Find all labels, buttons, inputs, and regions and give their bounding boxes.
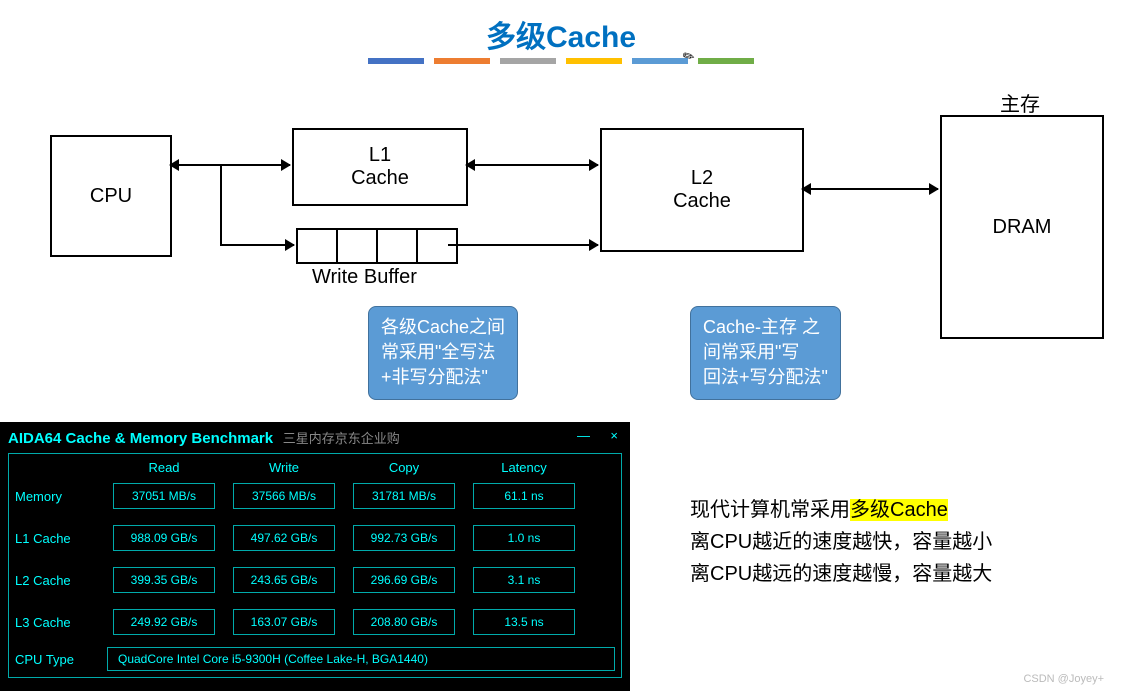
c1-l1: 各级Cache之间 <box>381 315 505 340</box>
callout-cache-levels: 各级Cache之间 常采用"全写法 +非写分配法" <box>368 306 518 400</box>
l2-line1: L2 <box>691 167 713 190</box>
note-line1: 现代计算机常采用多级Cache <box>690 494 992 526</box>
watermark: CSDN @Joyey+ <box>1023 673 1104 685</box>
benchmark-row: Memory 37051 MB/s 37566 MB/s 31781 MB/s 61.1… <box>15 475 615 517</box>
benchmark-cell: 31781 MB/s <box>353 483 455 509</box>
path-wb-l2-h <box>448 244 598 246</box>
write-buffer <box>296 228 458 264</box>
callout-cache-main: Cache-主存 之 间常采用"写 回法+写分配法" <box>690 306 841 400</box>
hdr-write: Write <box>233 460 335 475</box>
arrow-l1-l2 <box>466 164 598 166</box>
benchmark-cell: 497.62 GB/s <box>233 525 335 551</box>
title-cn: 多级 <box>486 21 546 54</box>
note-line1a: 现代计算机常采用 <box>690 499 850 521</box>
benchmark-row: L2 Cache 399.35 GB/s 243.65 GB/s 296.69 GB/… <box>15 559 615 601</box>
title-en: Cache <box>546 21 636 54</box>
write-buffer-label: Write Buffer <box>312 266 417 289</box>
benchmark-cell: 988.09 GB/s <box>113 525 215 551</box>
hdr-copy: Copy <box>353 460 455 475</box>
benchmark-panel: AIDA64 Cache & Memory Benchmark 三星内存京东企业… <box>0 422 630 691</box>
l1-cache-box: L1 Cache <box>292 128 468 206</box>
minimize-icon[interactable]: — <box>577 428 590 443</box>
benchmark-cell: 249.92 GB/s <box>113 609 215 635</box>
benchmark-row-label: L2 Cache <box>15 573 95 588</box>
benchmark-cell: 243.65 GB/s <box>233 567 335 593</box>
benchmark-cell: 3.1 ns <box>473 567 575 593</box>
note-line3: 离CPU越远的速度越慢，容量越大 <box>690 558 992 590</box>
dram-label: DRAM <box>993 216 1052 239</box>
l2-line2: Cache <box>673 190 731 213</box>
c2-l3: 回法+写分配法" <box>703 365 828 390</box>
benchmark-row: L1 Cache 988.09 GB/s 497.62 GB/s 992.73 GB/… <box>15 517 615 559</box>
cpu-label: CPU <box>90 185 132 208</box>
page-title: 多级Cache <box>0 12 1122 56</box>
benchmark-title: AIDA64 Cache & Memory Benchmark <box>8 430 273 447</box>
benchmark-cell: 61.1 ns <box>473 483 575 509</box>
main-memory-label: 主存 <box>1000 88 1040 117</box>
cpu-type-value: QuadCore Intel Core i5-9300H (Coffee Lak… <box>107 647 615 671</box>
note-highlight: 多级Cache <box>850 499 948 521</box>
arrow-cpu-l1 <box>170 164 290 166</box>
dram-box: DRAM <box>940 115 1104 339</box>
l1-line2: Cache <box>351 167 409 190</box>
benchmark-cell: 37566 MB/s <box>233 483 335 509</box>
arrow-l2-dram <box>802 188 938 190</box>
cpu-type-label: CPU Type <box>15 652 95 667</box>
l2-cache-box: L2 Cache <box>600 128 804 252</box>
benchmark-cell: 399.35 GB/s <box>113 567 215 593</box>
c2-l2: 间常采用"写 <box>703 340 828 365</box>
benchmark-cell: 296.69 GB/s <box>353 567 455 593</box>
c1-l3: +非写分配法" <box>381 365 505 390</box>
close-icon[interactable]: × <box>610 428 618 443</box>
benchmark-row-label: L3 Cache <box>15 615 95 630</box>
path-cpu-wb-v <box>220 165 222 245</box>
benchmark-row-label: Memory <box>15 489 95 504</box>
benchmark-cell: 208.80 GB/s <box>353 609 455 635</box>
l1-line1: L1 <box>369 144 391 167</box>
benchmark-cell: 163.07 GB/s <box>233 609 335 635</box>
c2-l1: Cache-主存 之 <box>703 315 828 340</box>
benchmark-row: L3 Cache 249.92 GB/s 163.07 GB/s 208.80 GB/… <box>15 601 615 643</box>
benchmark-row-label: L1 Cache <box>15 531 95 546</box>
benchmark-subtitle: 三星内存京东企业购 <box>283 431 400 446</box>
c1-l2: 常采用"全写法 <box>381 340 505 365</box>
benchmark-cell: 992.73 GB/s <box>353 525 455 551</box>
benchmark-cell: 1.0 ns <box>473 525 575 551</box>
benchmark-table: Read Write Copy Latency Memory 37051 MB/s… <box>8 453 622 678</box>
hdr-latency: Latency <box>473 460 575 475</box>
summary-note: 现代计算机常采用多级Cache 离CPU越近的速度越快，容量越小 离CPU越远的… <box>690 494 992 590</box>
benchmark-cpu-row: CPU Type QuadCore Intel Core i5-9300H (C… <box>15 647 615 671</box>
hdr-read: Read <box>113 460 215 475</box>
benchmark-cell: 13.5 ns <box>473 609 575 635</box>
benchmark-headers: Read Write Copy Latency <box>113 460 615 475</box>
path-cpu-wb-h <box>220 244 294 246</box>
note-line2: 离CPU越近的速度越快，容量越小 <box>690 526 992 558</box>
cpu-box: CPU <box>50 135 172 257</box>
benchmark-cell: 37051 MB/s <box>113 483 215 509</box>
